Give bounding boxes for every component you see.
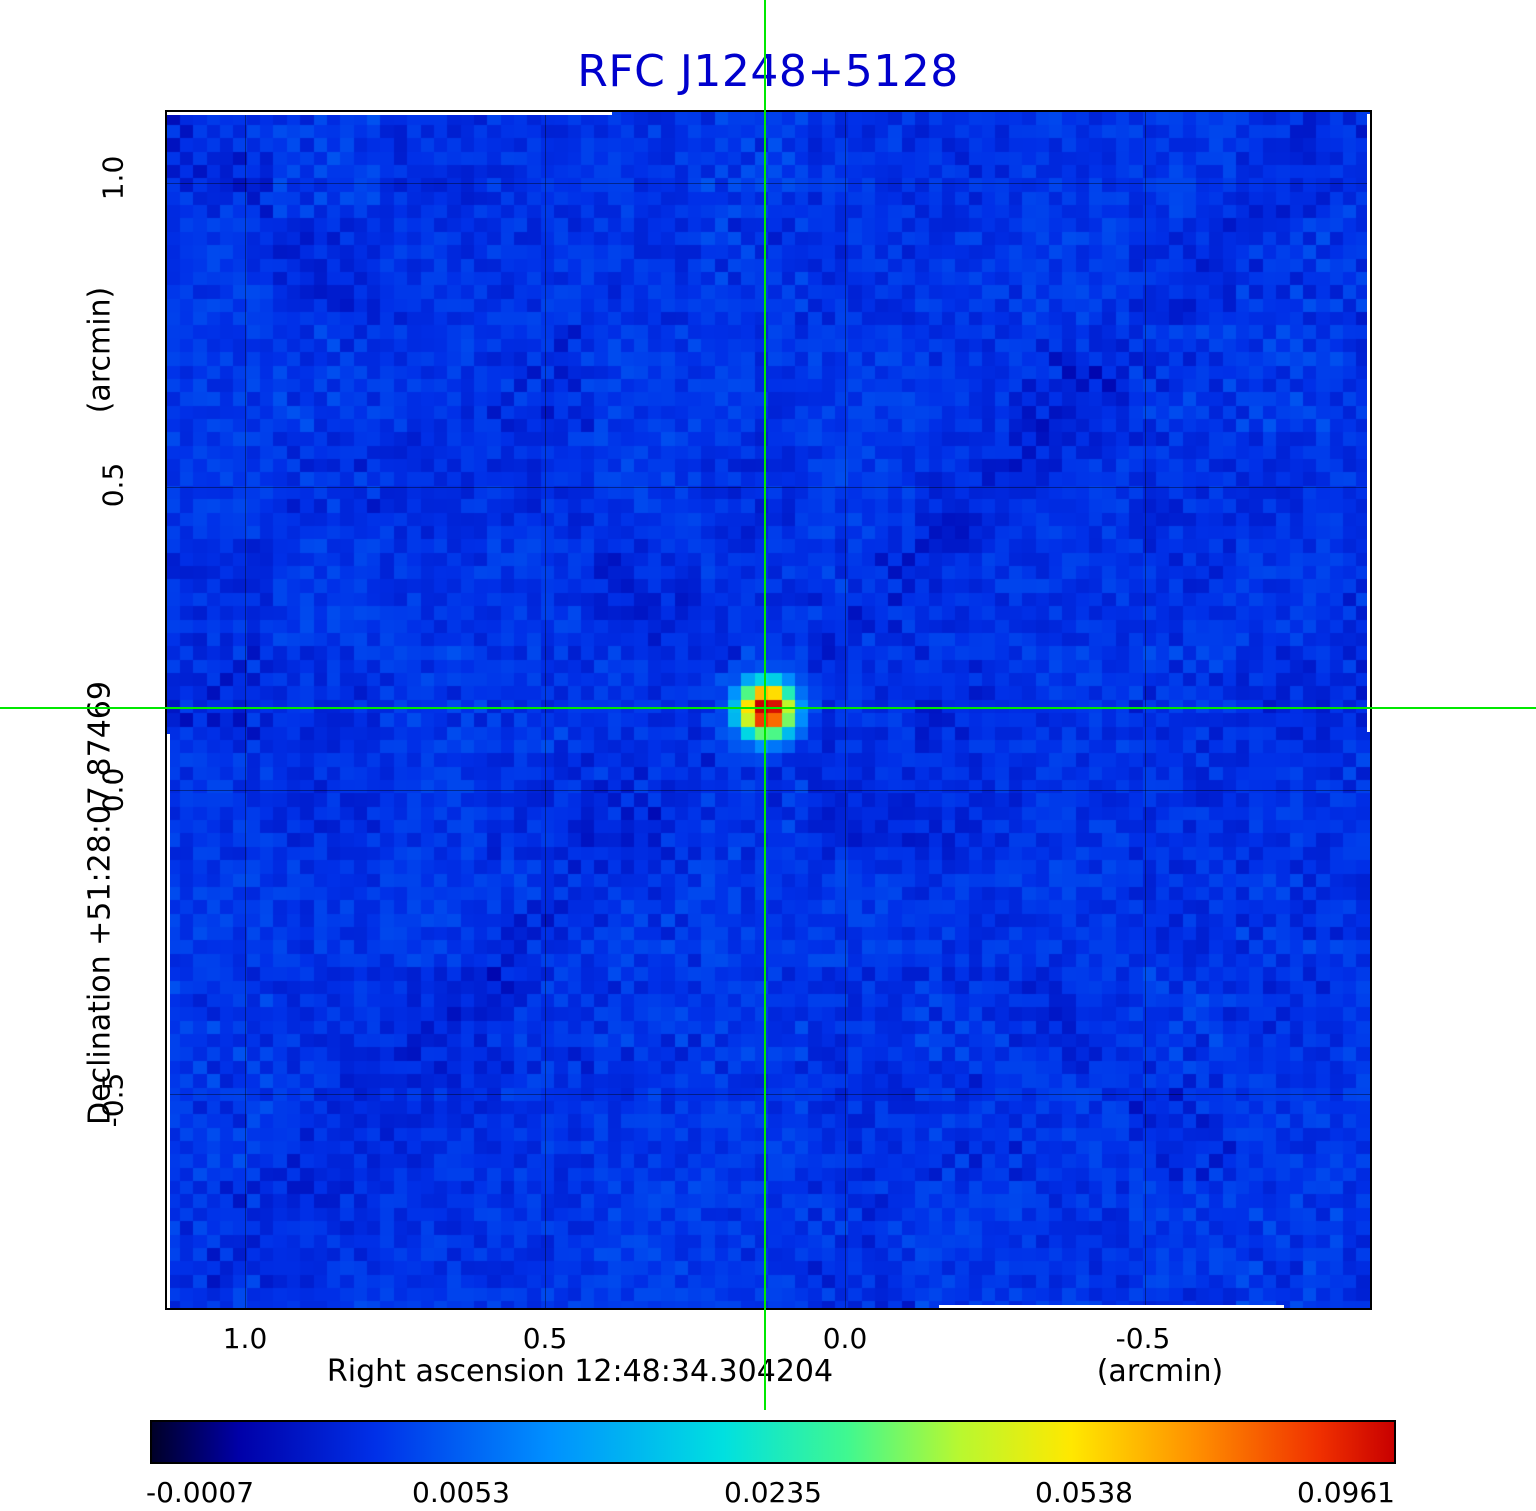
x-axis-unit-label: (arcmin) bbox=[1096, 1354, 1224, 1389]
colorbar-tick-label: -0.0007 bbox=[145, 1476, 255, 1509]
y-axis-label: Declination +51:28:07.87469 bbox=[82, 681, 118, 1125]
x-tick-label: 0.0 bbox=[822, 1322, 868, 1355]
colorbar-tick-label: 0.0538 bbox=[1035, 1476, 1133, 1509]
radio-map-canvas bbox=[167, 112, 1370, 1308]
y-tick-label: 0.5 bbox=[96, 462, 130, 508]
x-axis-label: Right ascension 12:48:34.304204 bbox=[326, 1354, 834, 1389]
colorbar-tick-label: 0.0235 bbox=[724, 1476, 822, 1509]
colorbar-tick-label: 0.0053 bbox=[412, 1476, 510, 1509]
figure-title: RFC J1248+5128 bbox=[577, 46, 959, 97]
sky-map-plot bbox=[165, 110, 1372, 1310]
colorbar bbox=[150, 1420, 1396, 1464]
x-tick-label: 0.5 bbox=[522, 1322, 568, 1355]
y-tick-label: 1.0 bbox=[96, 155, 130, 201]
x-tick-label: 1.0 bbox=[222, 1322, 268, 1355]
colorbar-tick-label: 0.0961 bbox=[1297, 1476, 1395, 1509]
y-axis-unit-label: (arcmin) bbox=[82, 286, 118, 414]
x-tick-label: -0.5 bbox=[1115, 1322, 1171, 1355]
